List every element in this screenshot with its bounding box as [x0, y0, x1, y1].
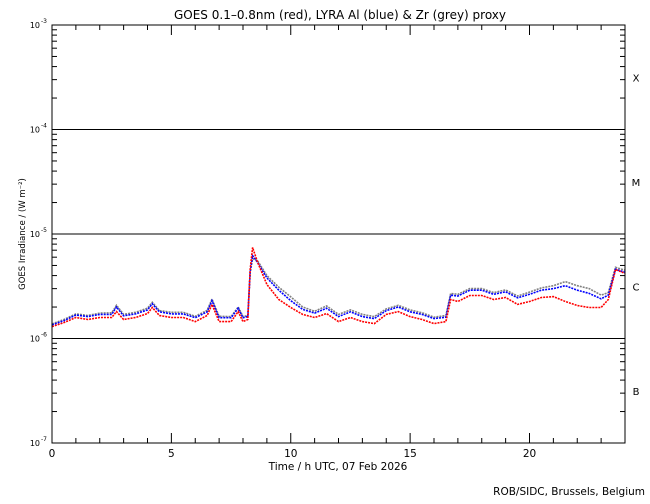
x-tick-label: 10	[284, 448, 297, 460]
flare-class-label: C	[633, 282, 640, 293]
x-tick-label: 15	[403, 448, 416, 460]
y-tick-label: 10	[30, 126, 40, 135]
flare-class-label: B	[633, 387, 640, 398]
footer-credit: ROB/SIDC, Brussels, Belgium	[493, 486, 645, 498]
y-tick-exponent: -5	[41, 227, 47, 234]
y-tick-label: 10	[30, 21, 40, 30]
y-tick-exponent: -6	[41, 332, 47, 339]
chart-title: GOES 0.1–0.8nm (red), LYRA Al (blue) & Z…	[174, 8, 506, 22]
flare-class-label: M	[632, 178, 641, 189]
x-axis-label: Time / h UTC, 07 Feb 2026	[268, 461, 408, 473]
x-tick-label: 20	[523, 448, 536, 460]
series-lyra-al-proxy	[51, 253, 626, 326]
y-tick-exponent: -4	[41, 123, 47, 130]
y-tick-label: 10	[30, 335, 40, 344]
series-goes-0-1-0-8nm	[51, 247, 626, 328]
y-tick-exponent: -7	[41, 436, 47, 443]
y-tick-label: 10	[30, 230, 40, 239]
y-tick-label: 10	[30, 439, 40, 448]
y-tick-exponent: -3	[41, 18, 47, 25]
y-axis-label: GOES Irradiance / (W m⁻²)	[18, 178, 28, 290]
x-tick-label: 0	[49, 448, 56, 460]
x-tick-label: 5	[168, 448, 175, 460]
flare-class-label: X	[633, 73, 640, 84]
series-lyra-zr-proxy	[51, 257, 626, 325]
